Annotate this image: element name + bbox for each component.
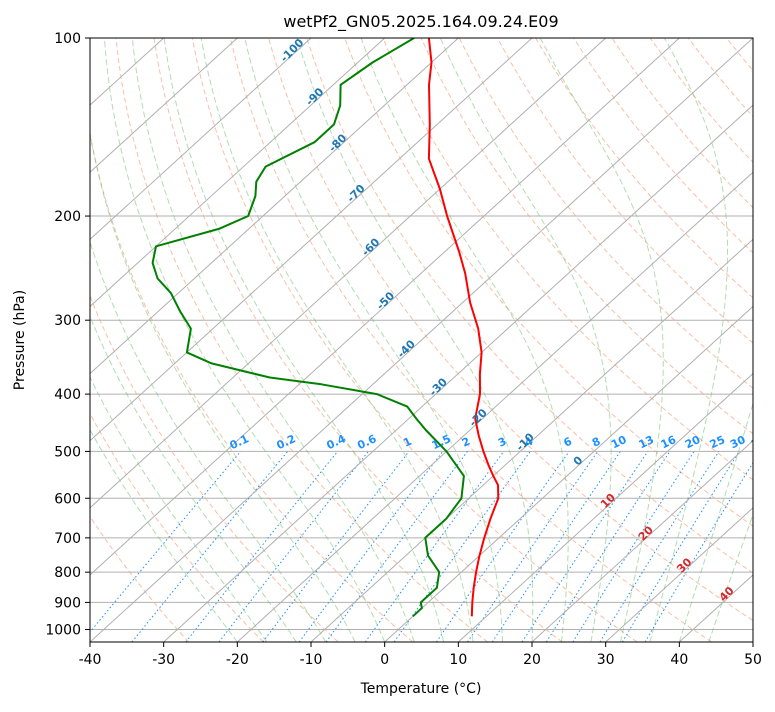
x-tick-label: -40 (79, 652, 102, 668)
x-tick-label: 50 (744, 652, 762, 668)
y-tick-label: 600 (54, 491, 81, 507)
x-tick-label: 20 (523, 652, 541, 668)
x-tick-label: 40 (670, 652, 688, 668)
y-tick-label: 500 (54, 444, 81, 460)
chart-title: wetPf2_GN05.2025.164.09.24.E09 (283, 12, 558, 32)
x-tick-label: -30 (152, 652, 175, 668)
x-axis-label: Temperature (°C) (360, 681, 482, 697)
x-tick-label: -20 (226, 652, 249, 668)
y-tick-label: 300 (54, 313, 81, 329)
x-tick-label: 10 (449, 652, 467, 668)
y-tick-label: 800 (54, 565, 81, 581)
y-axis-label: Pressure (hPa) (12, 290, 28, 390)
y-tick-label: 900 (54, 595, 81, 611)
x-tick-label: 30 (597, 652, 615, 668)
y-tick-label: 100 (54, 31, 81, 47)
y-tick-label: 700 (54, 531, 81, 547)
y-tick-label: 400 (54, 387, 81, 403)
x-tick-label: 0 (380, 652, 389, 668)
y-tick-label: 1000 (45, 622, 81, 638)
x-tick-label: -10 (300, 652, 323, 668)
y-tick-label: 200 (54, 209, 81, 225)
